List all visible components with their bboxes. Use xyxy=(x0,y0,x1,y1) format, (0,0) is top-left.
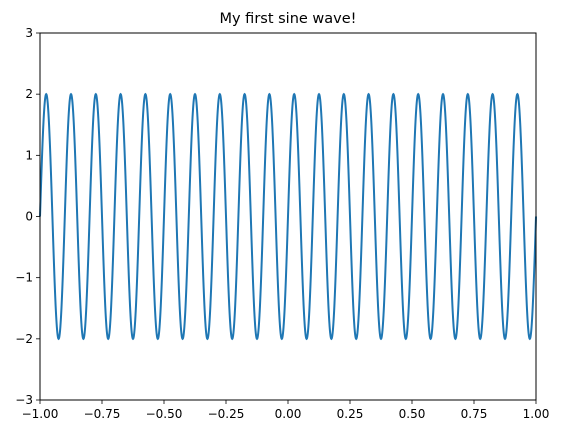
x-tick-label: 0.00 xyxy=(275,407,302,421)
y-tick-label: 2 xyxy=(25,87,33,101)
x-tick-label: −0.25 xyxy=(208,407,245,421)
chart-title: My first sine wave! xyxy=(219,11,356,27)
y-tick-label: 0 xyxy=(25,210,33,224)
x-tick-label: 0.25 xyxy=(337,407,364,421)
y-tick-label: −1 xyxy=(15,271,33,285)
x-tick-label: 0.75 xyxy=(461,407,488,421)
y-axis: −3 −2 −1 0 1 2 3 xyxy=(15,26,40,407)
x-axis: −1.00 −0.75 −0.50 −0.25 0.00 0.25 0.50 0.75 1.00 xyxy=(22,400,550,421)
x-tick-label: 1.00 xyxy=(523,407,550,421)
y-tick-label: 1 xyxy=(25,148,33,162)
sine-wave-line xyxy=(39,92,537,341)
y-tick-label: −2 xyxy=(15,332,33,346)
y-tick-label: −3 xyxy=(15,393,33,407)
x-tick-label: −0.50 xyxy=(146,407,183,421)
x-tick-label: −0.75 xyxy=(84,407,121,421)
x-tick-label: 0.50 xyxy=(399,407,426,421)
y-tick-label: 3 xyxy=(25,26,33,40)
plot-area xyxy=(39,32,537,401)
x-tick-label: −1.00 xyxy=(22,407,59,421)
